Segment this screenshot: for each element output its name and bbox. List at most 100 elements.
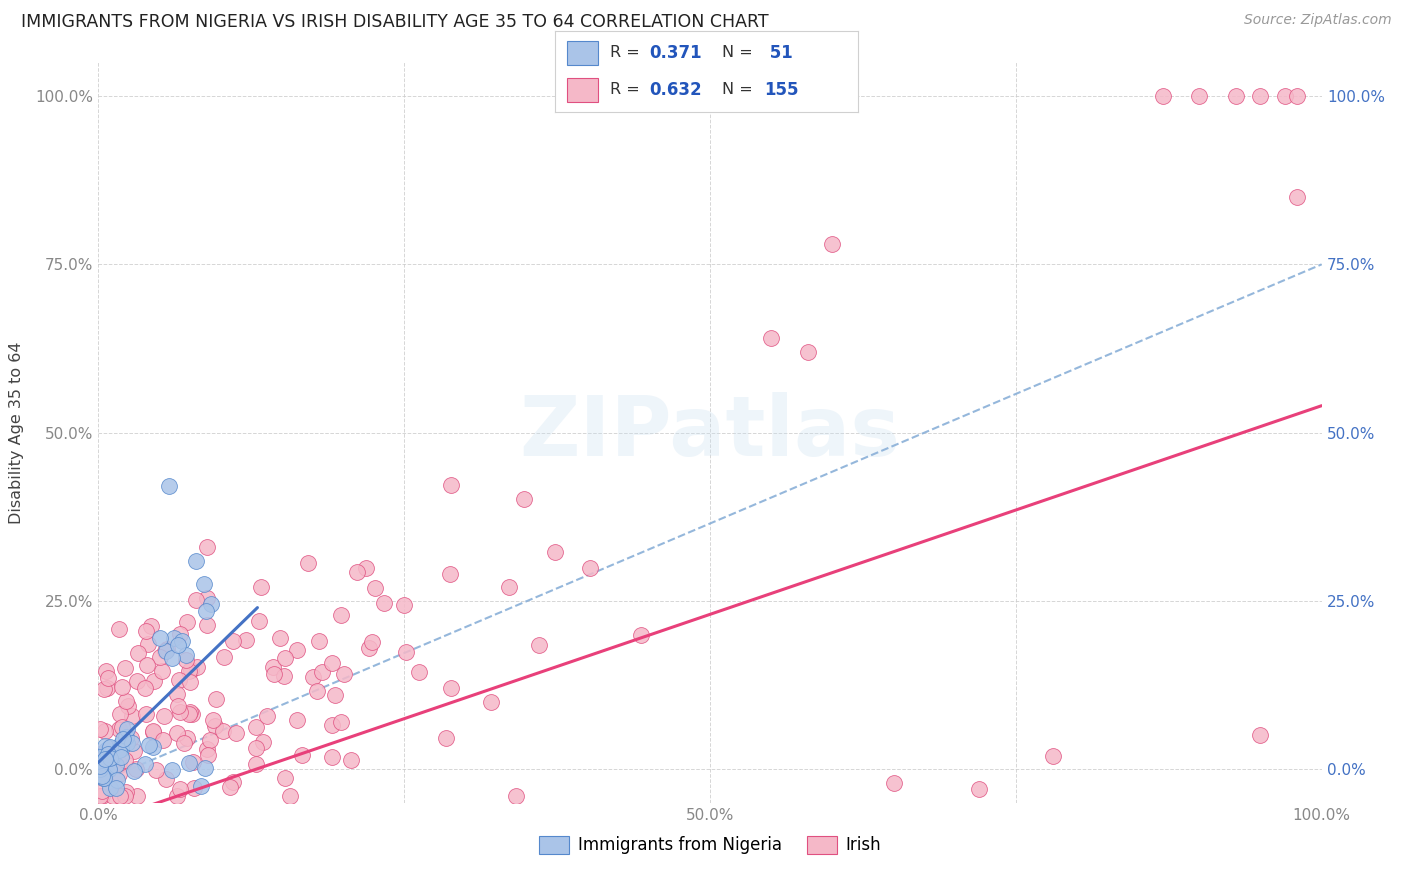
Point [308, 633, 330, 648]
Point [173, 736, 195, 750]
Point [513, 491, 536, 506]
Point [91, 769, 114, 783]
Text: IMMIGRANTS FROM NIGERIA VS IRISH DISABILITY AGE 35 TO 64 CORRELATION CHART: IMMIGRANTS FROM NIGERIA VS IRISH DISABIL… [21, 13, 769, 31]
Point [96, 664, 118, 678]
Point [184, 593, 207, 607]
Point [321, 718, 343, 732]
Point [89, 789, 111, 803]
Point [967, 782, 990, 797]
Point [321, 750, 343, 764]
Point [204, 718, 226, 732]
Point [269, 631, 291, 645]
Point [94, 766, 117, 780]
Point [127, 646, 149, 660]
Point [134, 681, 156, 696]
Point [197, 540, 219, 554]
Point [136, 637, 159, 651]
Point [98, 780, 121, 795]
Point [105, 772, 128, 787]
Point [125, 789, 148, 803]
Y-axis label: Disability Age 35 to 64: Disability Age 35 to 64 [8, 342, 24, 524]
Point [346, 565, 368, 579]
Point [222, 633, 245, 648]
Point [222, 775, 245, 789]
Point [291, 748, 314, 763]
Point [90, 755, 112, 769]
Point [156, 642, 179, 657]
Point [498, 580, 520, 594]
Point [195, 741, 218, 756]
Point [186, 659, 208, 673]
Point [505, 789, 527, 803]
Point [111, 720, 134, 734]
Point [273, 669, 295, 683]
Point [1188, 89, 1211, 103]
Point [278, 789, 301, 803]
Point [395, 644, 418, 658]
Text: 0.371: 0.371 [650, 44, 702, 62]
Point [124, 762, 146, 776]
Point [111, 680, 134, 694]
Point [114, 785, 136, 799]
Point [373, 596, 395, 610]
Point [108, 622, 131, 636]
Point [249, 581, 271, 595]
Text: 155: 155 [763, 81, 799, 99]
Point [174, 653, 197, 667]
Point [89, 759, 111, 773]
Text: 51: 51 [763, 44, 793, 62]
Point [630, 628, 652, 642]
Point [157, 479, 180, 493]
Point [166, 687, 188, 701]
Text: R =: R = [610, 45, 645, 61]
Point [167, 698, 190, 713]
Point [167, 638, 190, 652]
Point [170, 634, 193, 648]
Point [176, 615, 198, 629]
Point [167, 673, 190, 687]
Point [247, 614, 270, 628]
Point [114, 753, 136, 767]
Point [434, 731, 457, 745]
Point [97, 747, 120, 761]
Point [357, 640, 380, 655]
Point [107, 756, 129, 771]
Point [235, 632, 257, 647]
Point [183, 780, 205, 795]
Point [361, 634, 384, 648]
Point [302, 670, 325, 684]
Point [245, 741, 267, 756]
Point [135, 624, 157, 639]
Point [155, 644, 177, 658]
Point [169, 782, 191, 797]
Point [166, 726, 188, 740]
Point [153, 709, 176, 723]
Text: 0.632: 0.632 [650, 81, 702, 99]
Point [93, 752, 115, 766]
Point [200, 597, 222, 611]
Point [1286, 190, 1309, 204]
Point [91, 789, 114, 803]
Point [176, 731, 198, 746]
Point [169, 705, 191, 719]
Point [115, 722, 138, 736]
Point [104, 758, 127, 772]
Point [177, 706, 200, 721]
Point [193, 577, 215, 591]
Point [135, 707, 157, 722]
Point [198, 732, 221, 747]
Point [245, 720, 267, 734]
Point [93, 765, 115, 780]
Point [252, 734, 274, 748]
Text: R =: R = [610, 82, 645, 97]
Point [93, 748, 115, 763]
Point [219, 780, 242, 794]
Point [142, 740, 165, 755]
Point [139, 619, 162, 633]
Point [89, 722, 111, 736]
FancyBboxPatch shape [568, 78, 598, 102]
Point [108, 789, 131, 803]
Point [364, 581, 387, 595]
Point [163, 631, 186, 645]
Point [134, 756, 156, 771]
